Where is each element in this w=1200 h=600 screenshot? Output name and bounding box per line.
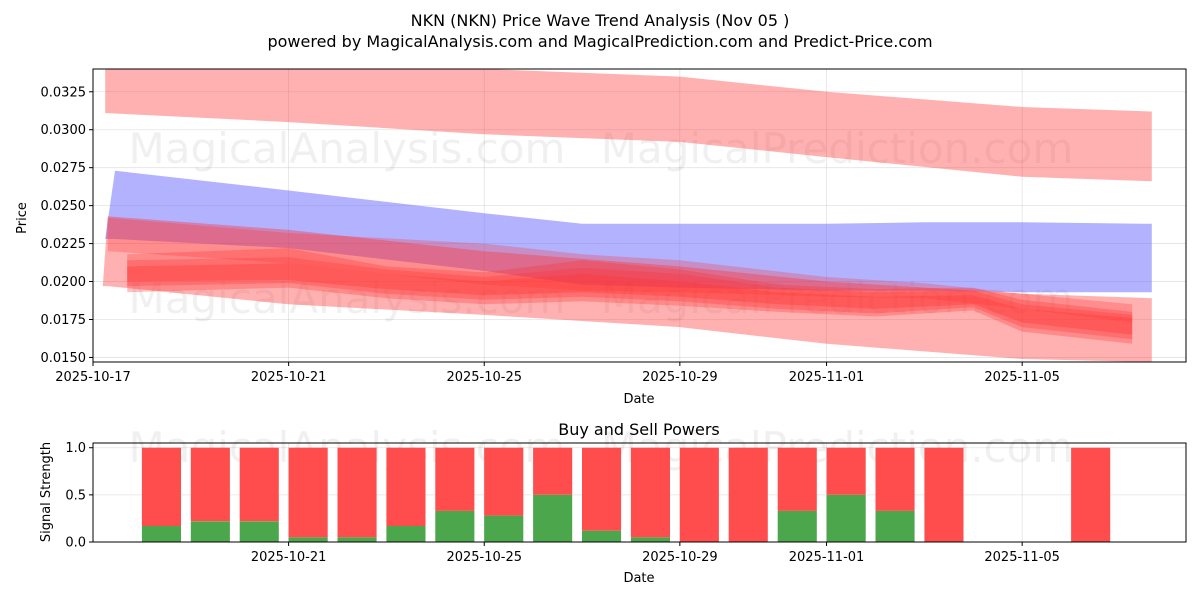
price-x-tick-label: 2025-11-01 — [789, 370, 865, 385]
price-y-tick-label: 0.0275 — [41, 161, 87, 176]
chart-title: NKN (NKN) Price Wave Trend Analysis (Nov… — [411, 11, 790, 30]
sell-bar — [630, 447, 670, 538]
buy-bar — [582, 530, 622, 542]
sell-bar — [239, 447, 279, 522]
buy-bar — [386, 526, 426, 542]
wide-red-band — [102, 216, 1152, 362]
buy-bar — [288, 537, 328, 542]
price-y-tick-label: 0.0300 — [41, 123, 87, 138]
sell-bar — [288, 447, 328, 538]
price-y-tick-label: 0.0200 — [41, 275, 87, 290]
sell-bar — [190, 447, 230, 522]
watermark-2: MagicalPrediction.com — [601, 124, 1074, 173]
buy-bar — [190, 521, 230, 542]
price-y-label: Price — [15, 202, 30, 234]
signal-y-tick-label: 0.5 — [65, 488, 86, 503]
buy-bar — [141, 526, 181, 542]
buy-bar — [777, 510, 817, 542]
sell-bar — [875, 447, 915, 511]
price-y-tick-label: 0.0175 — [41, 313, 87, 328]
chart-subtitle: powered by MagicalAnalysis.com and Magic… — [267, 32, 932, 51]
signal-y-tick-label: 0.0 — [65, 536, 86, 551]
price-x-label: Date — [623, 392, 654, 407]
price-bands — [102, 69, 1152, 362]
price-x-tick-label: 2025-10-21 — [251, 370, 327, 385]
price-chart: MagicalAnalysis.com MagicalPrediction.co… — [15, 68, 1187, 407]
sell-bar — [435, 447, 475, 511]
sell-bar — [337, 447, 377, 538]
price-x-tick-label: 2025-10-17 — [55, 370, 131, 385]
sell-bar — [679, 447, 719, 542]
signal-x-label: Date — [623, 571, 654, 586]
signal-chart: Buy and Sell Powers MagicalAnalysis.com … — [39, 420, 1187, 586]
sell-bar — [386, 447, 426, 526]
buy-bar — [435, 510, 475, 542]
price-y-axis: 0.0150 0.0175 0.0200 0.0225 0.0250 0.0275 0.03… — [41, 85, 93, 366]
sell-bar — [484, 447, 524, 516]
sell-bar — [141, 447, 181, 526]
signal-x-tick-label: 2025-11-01 — [789, 550, 865, 565]
signal-bars — [141, 447, 1111, 542]
upper-red-band — [105, 69, 1152, 182]
price-x-axis: 2025-10-17 2025-10-21 2025-10-25 2025-10-29… — [55, 362, 1060, 385]
blue-band — [105, 170, 1152, 293]
buy-bar — [826, 494, 866, 542]
price-y-tick-label: 0.0225 — [41, 237, 87, 252]
sell-bar — [826, 447, 866, 495]
red-wave-c — [127, 257, 1133, 340]
buy-bar — [239, 521, 279, 542]
signal-plot-frame — [92, 442, 1187, 543]
signal-x-tick-label: 2025-11-05 — [984, 550, 1060, 565]
sell-bar — [777, 447, 817, 511]
sell-bar — [1071, 447, 1111, 542]
sell-bar — [924, 447, 964, 542]
signal-y-tick-label: 1.0 — [65, 441, 86, 456]
buy-bar — [484, 515, 524, 542]
price-y-tick-label: 0.0150 — [41, 351, 87, 366]
signal-y-axis: 0.0 0.5 1.0 — [65, 441, 93, 551]
price-y-tick-label: 0.0325 — [41, 85, 87, 100]
buy-bar — [875, 510, 915, 542]
signal-x-tick-label: 2025-10-25 — [446, 550, 522, 565]
signal-chart-title: Buy and Sell Powers — [558, 420, 720, 439]
red-wave-b — [127, 248, 1133, 344]
signal-x-axis: 2025-10-21 2025-10-25 2025-10-29 2025-11-01… — [251, 542, 1060, 565]
signal-x-tick-label: 2025-10-21 — [251, 550, 327, 565]
watermark-1: MagicalAnalysis.com — [129, 124, 566, 173]
sell-bar — [728, 447, 768, 542]
red-wave-d — [127, 263, 1133, 335]
price-x-tick-label: 2025-11-05 — [984, 370, 1060, 385]
price-y-tick-label: 0.0250 — [41, 199, 87, 214]
signal-y-label: Signal Strength — [39, 442, 54, 542]
purple-wave-a — [107, 217, 1133, 323]
buy-bar — [337, 537, 377, 542]
buy-bar — [533, 494, 573, 542]
watermark-3: MagicalAnalysis.com — [129, 274, 566, 323]
sell-bar — [533, 447, 573, 495]
price-plot-frame — [92, 68, 1187, 363]
buy-bar — [630, 537, 670, 542]
signal-x-tick-label: 2025-10-29 — [642, 550, 718, 565]
sell-bar — [582, 447, 622, 531]
price-x-tick-label: 2025-10-25 — [446, 370, 522, 385]
price-x-tick-label: 2025-10-29 — [642, 370, 718, 385]
